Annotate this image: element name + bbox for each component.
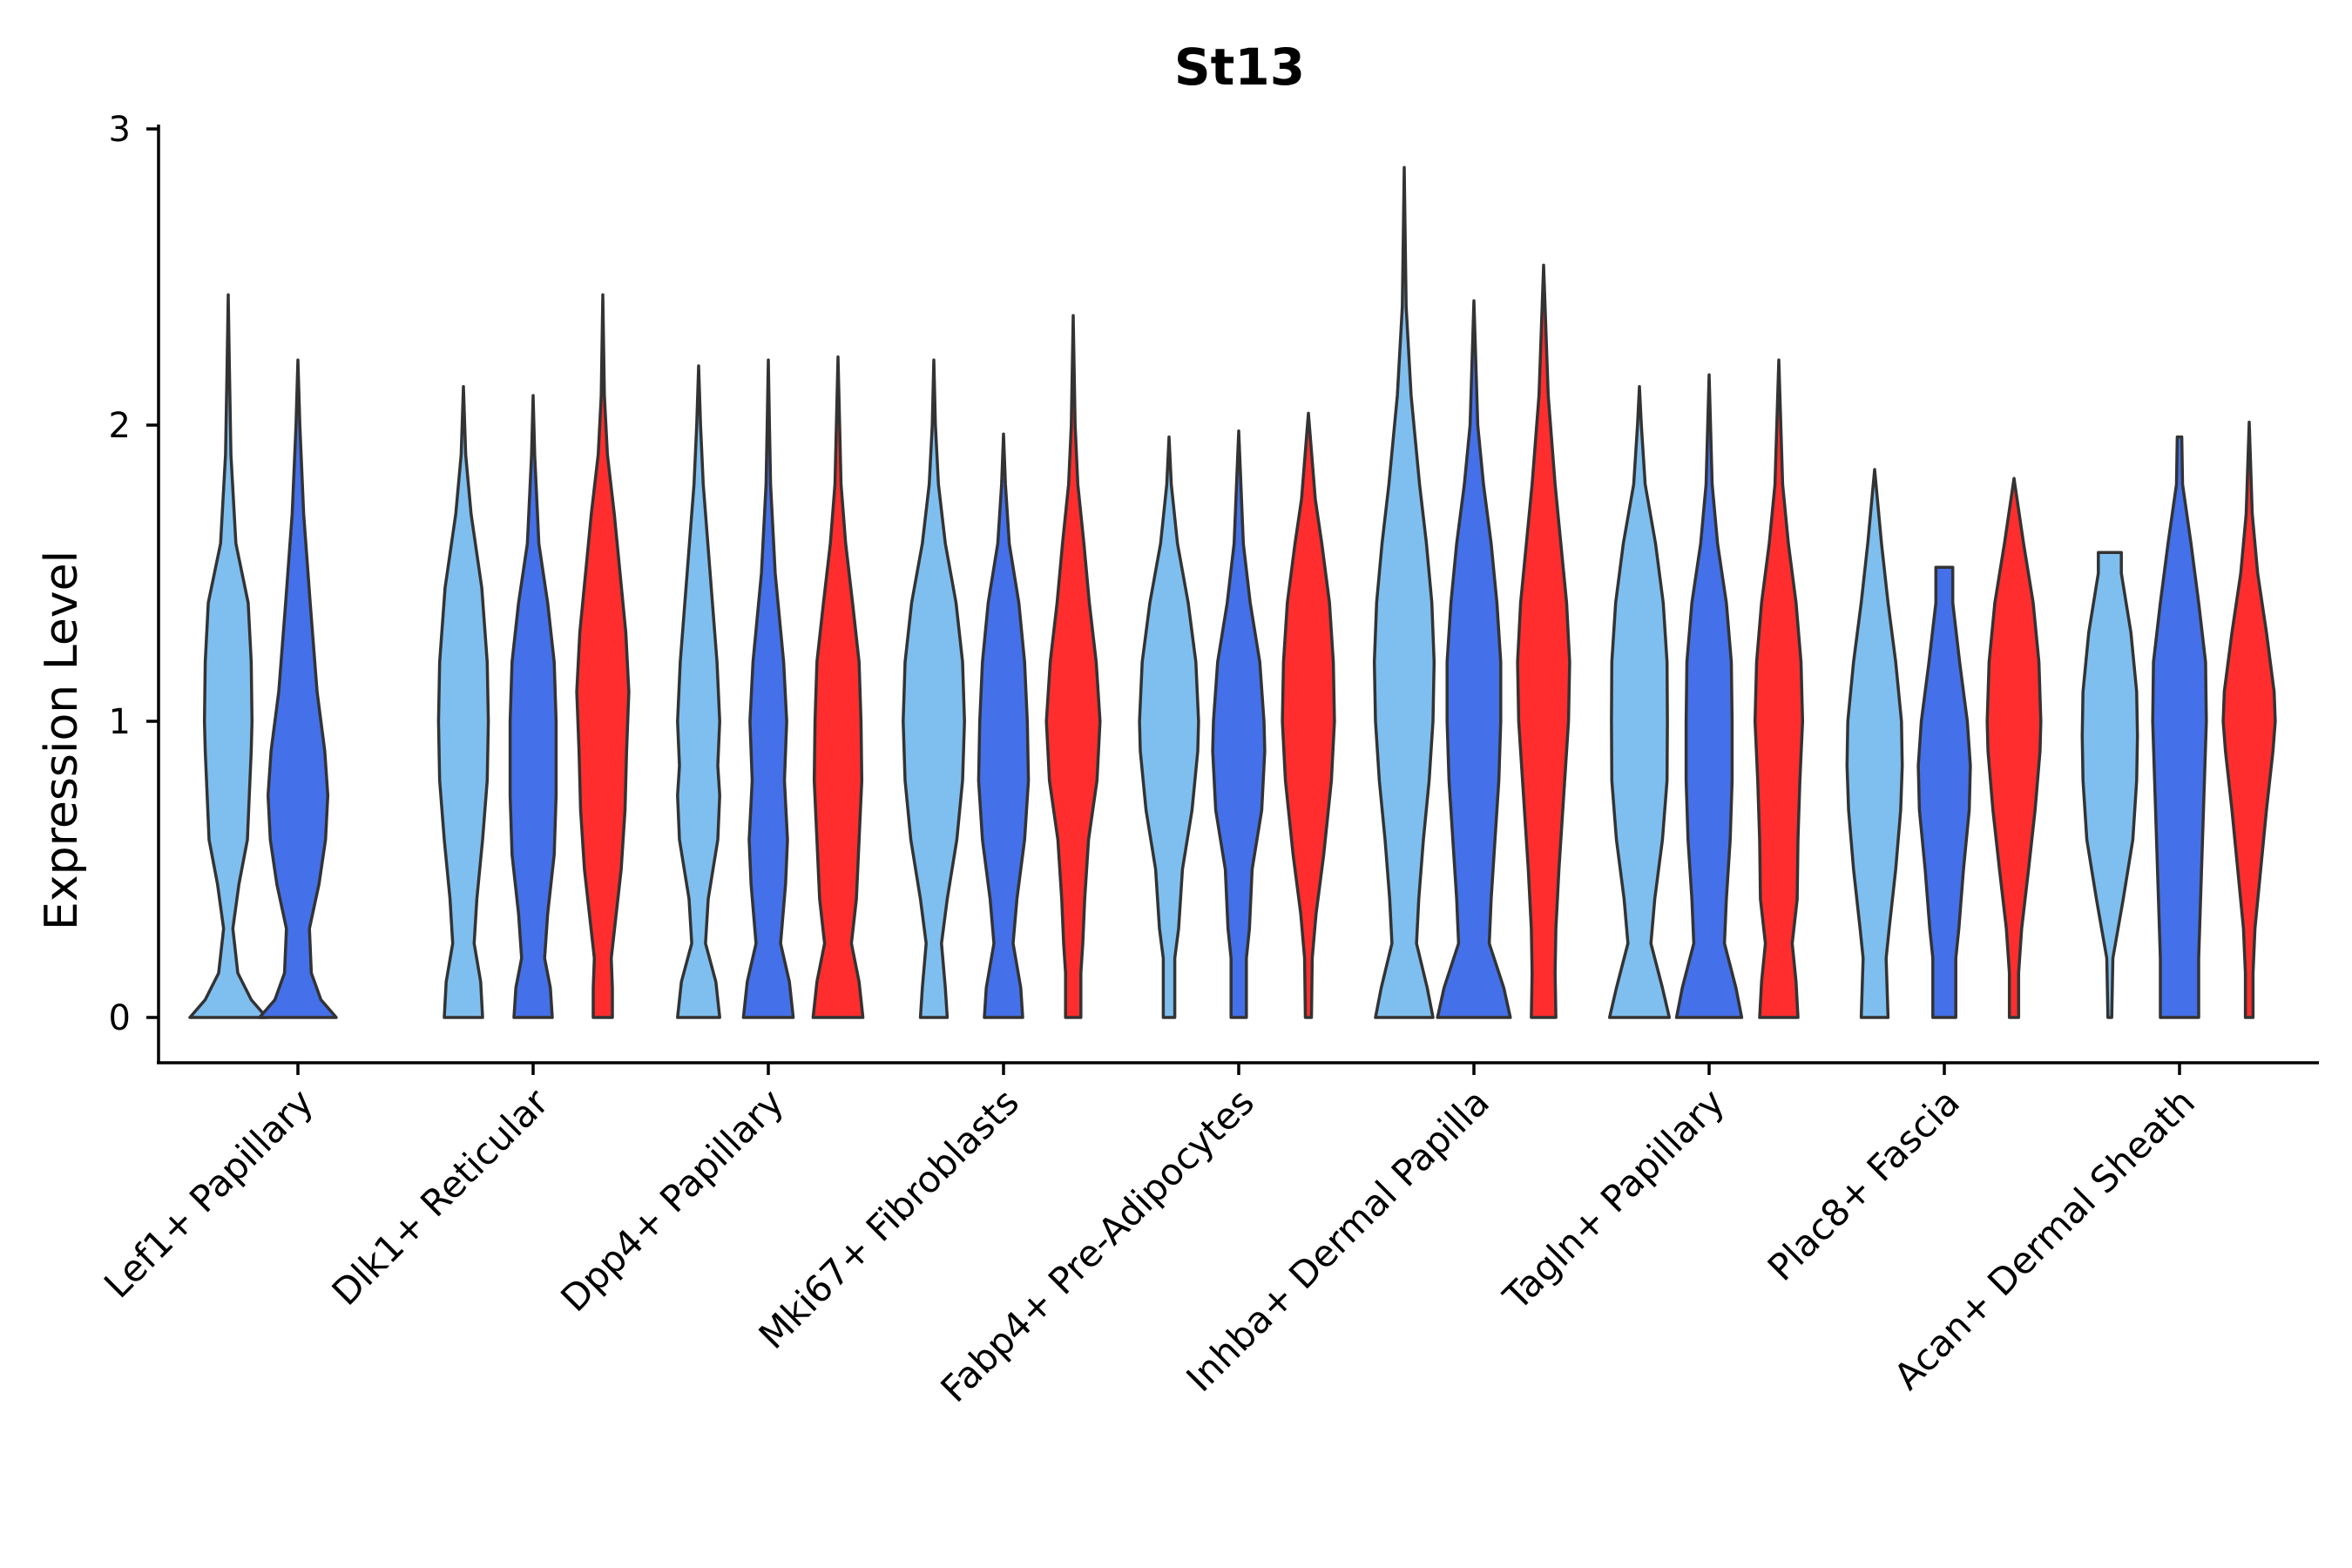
- violin-group3-8: [2221, 420, 2277, 1019]
- violin-group2-2: [741, 358, 795, 1019]
- y-tick-label: 1: [109, 702, 131, 742]
- x-tick-label: Dlk1+ Reticular: [324, 1080, 558, 1314]
- violin-group3-2: [811, 355, 865, 1019]
- violin-group3-3: [1044, 314, 1102, 1019]
- x-tick-label: Tagln+ Papillary: [1495, 1080, 1733, 1318]
- violin-group1-2: [676, 364, 721, 1019]
- violin-group1-8: [2080, 551, 2139, 1019]
- y-tick-label: 2: [109, 406, 131, 446]
- violin-group2-6: [1674, 373, 1744, 1019]
- violin-group1-1: [436, 385, 490, 1019]
- x-tick-label: Plac8+ Fascia: [1760, 1080, 1968, 1288]
- violin-group2-3: [977, 432, 1031, 1019]
- x-tick-label: Mki67+ Fibroblasts: [751, 1080, 1027, 1356]
- violin-group1-3: [902, 358, 966, 1019]
- y-tick-label: 0: [109, 998, 131, 1038]
- violin-group1-5: [1372, 166, 1436, 1019]
- violin-group1-4: [1138, 435, 1200, 1019]
- x-tick-label: Lef1+ Papillary: [96, 1080, 321, 1306]
- x-tick-label: Dpp4+ Papillary: [552, 1080, 792, 1320]
- y-tick-label: 3: [109, 110, 131, 150]
- violin-group2-7: [1916, 565, 1972, 1019]
- violin-group1-6: [1607, 385, 1672, 1019]
- violin-group2-4: [1211, 429, 1267, 1019]
- violin-group3-5: [1516, 263, 1571, 1019]
- violin-group1-0: [188, 293, 268, 1019]
- y-ticks: 0 1 2 3: [109, 110, 159, 1038]
- violin-group2-0: [258, 358, 338, 1019]
- y-axis-label: Expression Level: [36, 551, 88, 930]
- violin-group2-1: [508, 394, 558, 1019]
- violin-group2-5: [1436, 299, 1512, 1019]
- violin-group3-4: [1281, 411, 1336, 1019]
- violin-group3-1: [575, 293, 631, 1019]
- violin-group3-6: [1753, 358, 1805, 1019]
- chart-title: St13: [1174, 37, 1305, 97]
- violin-group1-7: [1845, 468, 1904, 1019]
- violin-group3-7: [1985, 476, 2043, 1019]
- violin-group2-8: [2151, 435, 2208, 1019]
- violin-group: [188, 166, 2277, 1019]
